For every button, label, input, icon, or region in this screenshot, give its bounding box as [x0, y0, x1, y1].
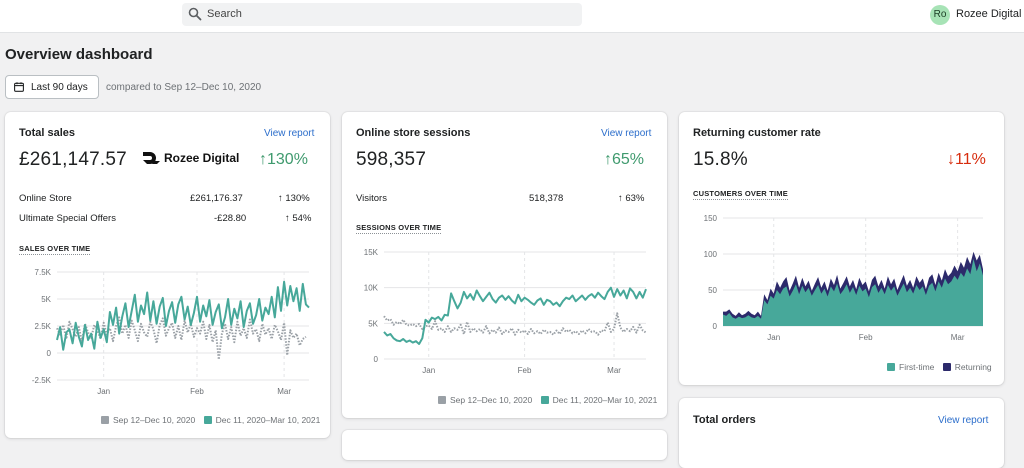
- row-delta: ↑ 63%: [618, 193, 645, 204]
- legend-swatch: [438, 396, 446, 404]
- legend-label: Dec 11, 2020–Mar 10, 2021: [552, 395, 658, 405]
- x-tick-label: Mar: [277, 387, 291, 396]
- card-title: Online store sessions: [356, 127, 471, 139]
- returning-rate-delta: ↓11%: [947, 151, 986, 168]
- y-tick-label: 7.5K: [35, 268, 52, 277]
- legend-label: Sep 12–Dec 10, 2020: [450, 395, 533, 405]
- y-tick-label: 10K: [364, 284, 379, 293]
- page-title: Overview dashboard: [5, 46, 153, 63]
- row-delta: ↑ 130%: [278, 193, 310, 204]
- sessions-card: Online store sessions View report 598,35…: [342, 112, 667, 418]
- search-placeholder: Search: [207, 8, 242, 20]
- x-tick-label: Feb: [518, 366, 532, 375]
- row-label: Visitors: [356, 193, 387, 204]
- row-value: £261,176.37: [190, 193, 243, 204]
- y-tick-label: 2.5K: [35, 322, 52, 331]
- total-sales-card: Total sales View report £261,147.57 Roze…: [5, 112, 330, 438]
- sessions-value: 598,357: [356, 149, 427, 170]
- row-label: Ultimate Special Offers: [19, 213, 116, 224]
- previous-period-line: [56, 316, 307, 361]
- chart-subtitle: SESSIONS OVER TIME: [356, 223, 442, 234]
- row-value: -£28.80: [214, 213, 247, 224]
- total-sales-delta: ↑130%: [259, 151, 308, 168]
- card-title: Returning customer rate: [693, 127, 821, 139]
- y-tick-label: 0: [374, 355, 379, 364]
- first-time-area: [723, 259, 983, 326]
- returning-rate-value: 15.8%: [693, 149, 748, 170]
- legend-swatch: [203, 416, 212, 424]
- legend-swatch: [101, 416, 109, 424]
- chart-legend: Sep 12–Dec 10, 2020 Dec 11, 2020–Mar 10,…: [438, 395, 657, 405]
- total-sales-value: £261,147.57: [19, 149, 127, 170]
- legend-label: Dec 11, 2020–Mar 10, 2021: [215, 415, 321, 425]
- search-icon: [188, 7, 202, 21]
- date-range-label: Last 90 days: [31, 82, 88, 93]
- sessions-chart: 15K 10K 5K 0 Jan Feb Mar: [364, 248, 647, 375]
- legend-label: Returning: [954, 362, 992, 372]
- row-delta: ↑ 54%: [285, 213, 312, 224]
- x-tick-label: Jan: [97, 387, 110, 396]
- view-report-link[interactable]: View report: [601, 128, 652, 139]
- store-name[interactable]: Rozee Digital: [956, 8, 1022, 20]
- current-period-line: [56, 280, 310, 351]
- legend-label: Sep 12–Dec 10, 2020: [113, 415, 196, 425]
- legend-swatch: [942, 363, 951, 371]
- x-tick-label: Mar: [951, 333, 965, 342]
- logo-text: Rozee Digital: [164, 151, 240, 165]
- card-title: Total orders: [693, 414, 756, 426]
- current-period-line: [383, 286, 647, 345]
- card-title: Total sales: [19, 127, 76, 139]
- x-tick-label: Jan: [422, 366, 435, 375]
- x-tick-label: Feb: [190, 387, 204, 396]
- chart-legend: First-time Returning: [887, 362, 992, 372]
- previous-period-line: [383, 312, 647, 336]
- y-tick-label: 100: [704, 250, 718, 259]
- x-tick-label: Feb: [859, 333, 873, 342]
- y-tick-label: 5K: [368, 319, 378, 328]
- y-tick-label: 15K: [364, 248, 379, 257]
- calendar-icon: [14, 82, 24, 92]
- sales-chart: 7.5K 5K 2.5K 0 -2.5K Jan Feb Mar: [32, 268, 310, 396]
- chart-subtitle: CUSTOMERS OVER TIME: [693, 189, 788, 200]
- y-tick-label: -2.5K: [32, 376, 52, 385]
- returning-customer-card: Returning customer rate 15.8% ↓11% CUSTO…: [679, 112, 1004, 385]
- search-bar[interactable]: Search: [182, 3, 582, 26]
- chart-subtitle: SALES OVER TIME: [19, 244, 91, 255]
- view-report-link[interactable]: View report: [938, 415, 989, 426]
- avatar[interactable]: Ro: [930, 5, 950, 25]
- y-tick-label: 50: [708, 286, 717, 295]
- total-orders-card: Total orders View report: [679, 398, 1004, 468]
- x-tick-label: Jan: [767, 333, 780, 342]
- customers-chart: 150 100 50 0 Jan Feb Mar: [704, 214, 983, 342]
- y-tick-label: 150: [704, 214, 718, 223]
- legend-swatch: [887, 363, 895, 371]
- sessions-delta: ↑65%: [604, 151, 645, 168]
- y-tick-label: 0: [713, 322, 718, 331]
- chart-legend: Sep 12–Dec 10, 2020 Dec 11, 2020–Mar 10,…: [101, 415, 320, 425]
- rozee-logo-icon: [143, 152, 160, 164]
- top-bar: Search Ro Rozee Digital: [0, 0, 1024, 33]
- y-tick-label: 5K: [41, 295, 51, 304]
- y-tick-label: 0: [47, 349, 52, 358]
- date-range-button[interactable]: Last 90 days: [5, 75, 99, 99]
- row-value: 518,378: [529, 193, 564, 204]
- view-report-link[interactable]: View report: [264, 128, 315, 139]
- next-card: [342, 430, 667, 460]
- x-tick-label: Mar: [607, 366, 621, 375]
- compare-text: compared to Sep 12–Dec 10, 2020: [106, 82, 262, 93]
- legend-swatch: [540, 396, 549, 404]
- legend-label: First-time: [899, 362, 935, 372]
- row-label: Online Store: [19, 193, 72, 204]
